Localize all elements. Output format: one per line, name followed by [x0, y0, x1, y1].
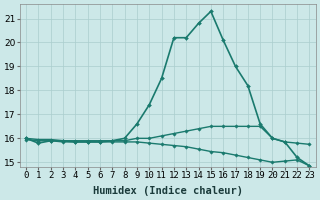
X-axis label: Humidex (Indice chaleur): Humidex (Indice chaleur)	[93, 186, 243, 196]
